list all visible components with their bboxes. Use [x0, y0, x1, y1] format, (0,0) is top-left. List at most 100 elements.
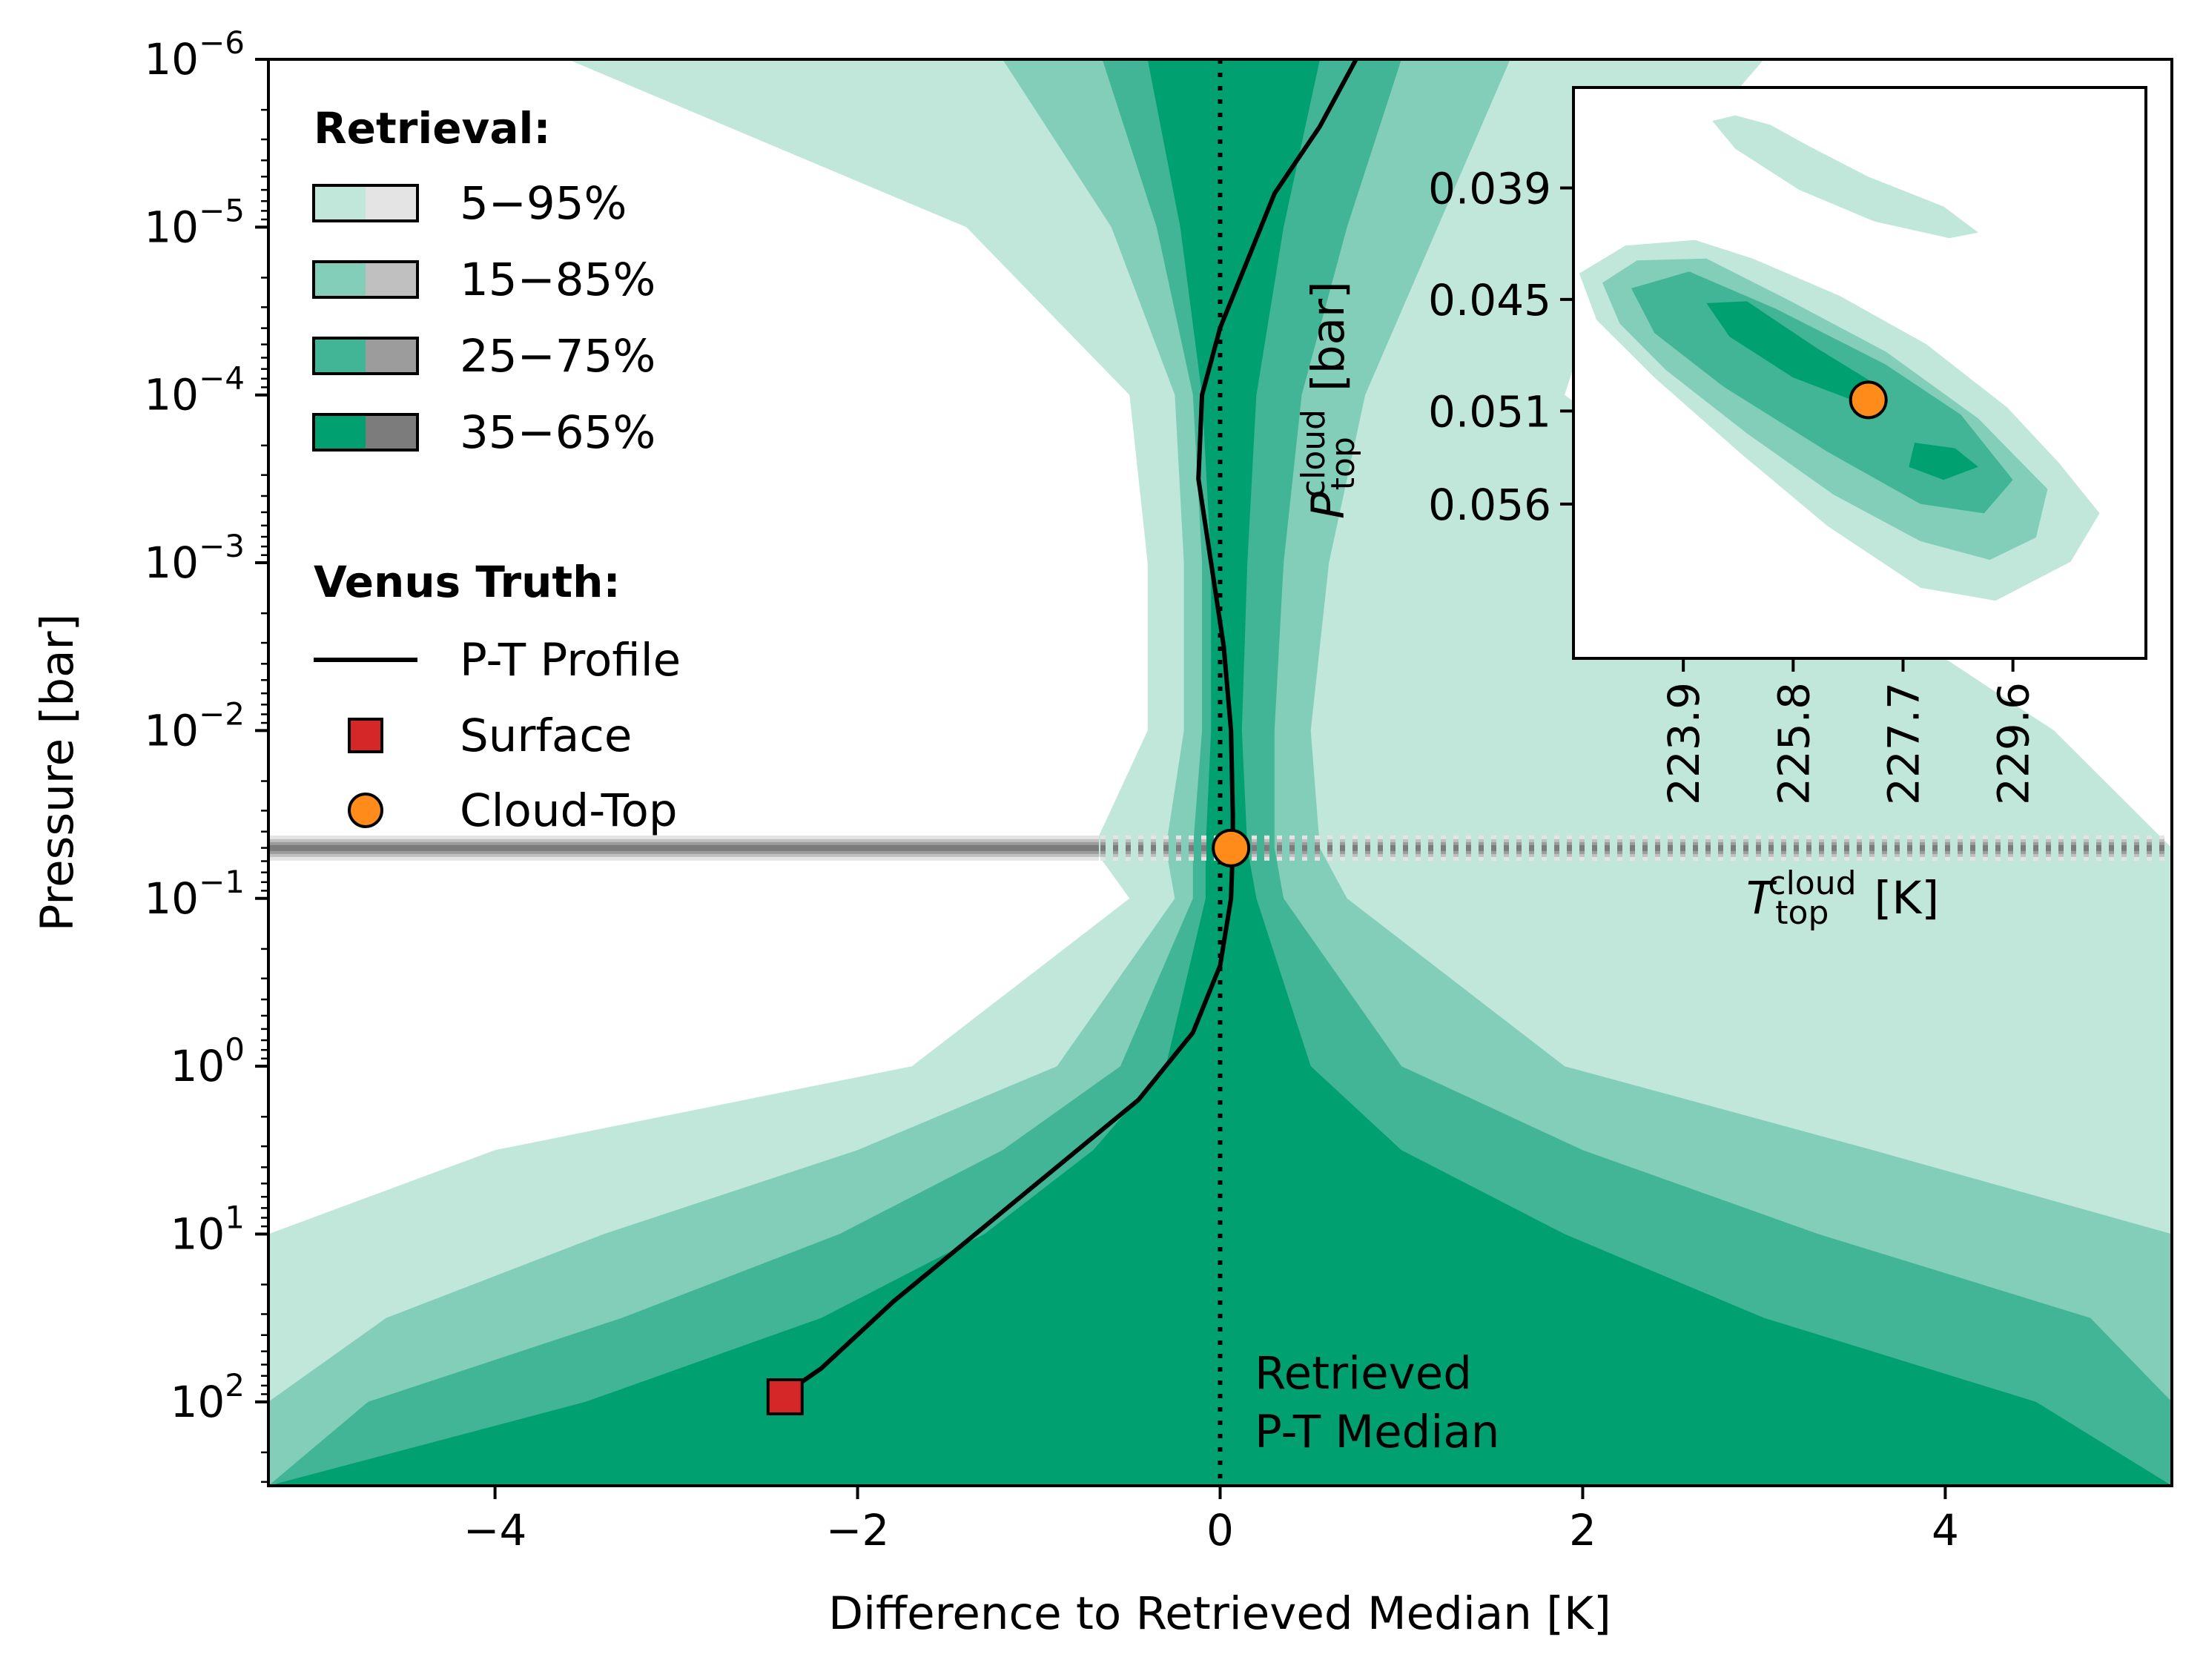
inset-y-tick-label: 0.056 — [1428, 480, 1551, 530]
legend-swatch-border — [312, 184, 419, 222]
y-tick-base: 10 — [144, 873, 199, 924]
x-tick-label: −4 — [463, 1505, 527, 1555]
y-tick-label: 10−3 — [144, 528, 245, 588]
y-tick-base: 10 — [170, 1208, 225, 1259]
legend-swatch-color — [314, 414, 366, 450]
inset-plot: 223.9 225.8 227.7 229.6 0.039 0.045 0.051 0.05… — [1295, 86, 2147, 932]
inset-x-tick-label: 223.9 — [1659, 682, 1709, 805]
legend-truth-title: Venus Truth: — [314, 557, 621, 607]
legend-swatch-color — [314, 338, 366, 374]
inset-y-label-base: P — [1302, 492, 1355, 519]
legend-truth-items: P-T Profile Surface Cloud-Top — [314, 634, 681, 837]
y-tick-exponent: −3 — [199, 528, 245, 564]
inset-y-label-sub: top — [1324, 437, 1362, 490]
y-tick-base: 10 — [144, 538, 199, 588]
truth-markers — [766, 828, 1251, 1416]
legend: Retrieval: 5−95% 15−85% 25−75% 35−65% Venus… — [312, 103, 681, 837]
y-tick-base: 10 — [144, 705, 199, 755]
legend-truth-label: P-T Profile — [460, 634, 681, 687]
y-tick-label: 10−6 — [144, 24, 245, 85]
y-tick-exponent: 0 — [225, 1031, 245, 1068]
inset-y-tick-label: 0.051 — [1428, 386, 1551, 437]
y-tick-base: 10 — [144, 370, 199, 420]
y-tick-exponent: −4 — [199, 360, 245, 397]
y-tick-label: 10−1 — [144, 864, 245, 924]
y-tick-exponent: 1 — [225, 1199, 245, 1235]
y-tick-label: 101 — [170, 1199, 245, 1259]
inset-x-tick-label: 227.7 — [1878, 682, 1929, 805]
legend-swatch-color — [314, 185, 366, 221]
cloud-top-marker — [1212, 828, 1251, 867]
legend-swatch-gray — [366, 262, 417, 297]
inset-x-label-base: T — [1746, 872, 1777, 925]
legend-swatch-gray — [366, 338, 417, 374]
band-35-65 — [268, 59, 2172, 1486]
inset-contour-35-65 — [1706, 301, 1880, 402]
legend-retrieval-label: 35−65% — [460, 406, 655, 459]
x-tick-label: 2 — [1569, 1505, 1596, 1555]
legend-swatch-gray — [366, 414, 417, 450]
y-tick-label: 10−2 — [144, 695, 245, 755]
x-tick-label: 0 — [1206, 1505, 1234, 1555]
y-tick-exponent: 2 — [225, 1367, 245, 1403]
median-label: Retrieved P-T Median — [1255, 1347, 1499, 1458]
legend-retrieval-label: 15−85% — [460, 254, 655, 306]
inset-x-label-unit: [K] — [1875, 872, 1940, 925]
legend-truth-label: Cloud-Top — [460, 784, 678, 837]
inset-cloud-top-marker — [1849, 380, 1888, 420]
inset-y-axis: 0.039 0.045 0.051 0.056 — [1428, 163, 1573, 530]
legend-truth-label: Surface — [460, 710, 632, 762]
legend-retrieval-items: 5−95% 15−85% 25−75% 35−65% — [312, 177, 655, 459]
y-tick-base: 10 — [170, 1377, 225, 1427]
inset-x-label-sub: top — [1775, 894, 1829, 932]
truth-profile-line — [784, 59, 1358, 1395]
legend-swatch-border — [312, 413, 419, 452]
x-axis-label: Difference to Retrieved Median [K] — [828, 1587, 1611, 1640]
inset-x-tick-label: 225.8 — [1768, 682, 1819, 805]
y-tick-label: 10−5 — [144, 192, 245, 252]
y-tick-label: 100 — [170, 1031, 245, 1091]
inset-y-tick-label: 0.045 — [1428, 275, 1551, 325]
inset-y-axis-label: Ptopcloud [bar] — [1295, 281, 1362, 519]
median-label-line-2: P-T Median — [1255, 1406, 1499, 1458]
inset-contour-5-95 — [1712, 115, 1978, 239]
inset-plot-frame — [1572, 86, 2147, 660]
confidence-bands — [268, 59, 2172, 1486]
inset-truth-marker — [1849, 380, 1888, 420]
legend-retrieval-label: 5−95% — [460, 177, 627, 230]
median-label-line-1: Retrieved — [1255, 1347, 1472, 1400]
y-tick-exponent: −6 — [199, 24, 245, 61]
y-tick-base: 10 — [144, 202, 199, 252]
inset-x-tick-label: 229.6 — [1989, 682, 2039, 805]
inset-contour-35-65 — [1909, 443, 1978, 480]
surface-marker — [766, 1378, 804, 1416]
y-tick-label: 10−4 — [144, 360, 245, 420]
legend-retrieval-label: 25−75% — [460, 330, 655, 383]
legend-swatch-gray — [366, 185, 417, 221]
inset-contours — [1579, 115, 2100, 601]
x-tick-label: 4 — [1932, 1505, 1959, 1555]
inset-x-axis-label: Ttopcloud [K] — [1746, 864, 1939, 932]
x-tick-label: −2 — [826, 1505, 890, 1555]
legend-cloud-marker — [348, 793, 383, 828]
inset-y-label-sup: cloud — [1295, 409, 1332, 497]
y-tick-label: 102 — [170, 1367, 245, 1427]
y-tick-base: 10 — [170, 1041, 225, 1091]
y-tick-exponent: −2 — [199, 695, 245, 732]
truth-profile-layer — [784, 59, 1358, 1395]
x-axis: −4 −2 0 2 4 — [463, 1486, 1959, 1555]
inset-y-tick-label: 0.039 — [1428, 163, 1551, 214]
y-tick-base: 10 — [144, 34, 199, 85]
y-tick-exponent: −5 — [199, 192, 245, 228]
legend-retrieval-title: Retrieval: — [314, 103, 551, 153]
inset-y-label-unit: [bar] — [1302, 281, 1355, 391]
legend-swatch-color — [314, 262, 366, 297]
y-tick-exponent: −1 — [199, 864, 245, 900]
inset-x-axis: 223.9 225.8 227.7 229.6 — [1659, 658, 2039, 805]
legend-surface-marker — [348, 718, 383, 753]
legend-swatch-border — [312, 260, 419, 299]
y-axis-label: Pressure [bar] — [31, 614, 84, 932]
